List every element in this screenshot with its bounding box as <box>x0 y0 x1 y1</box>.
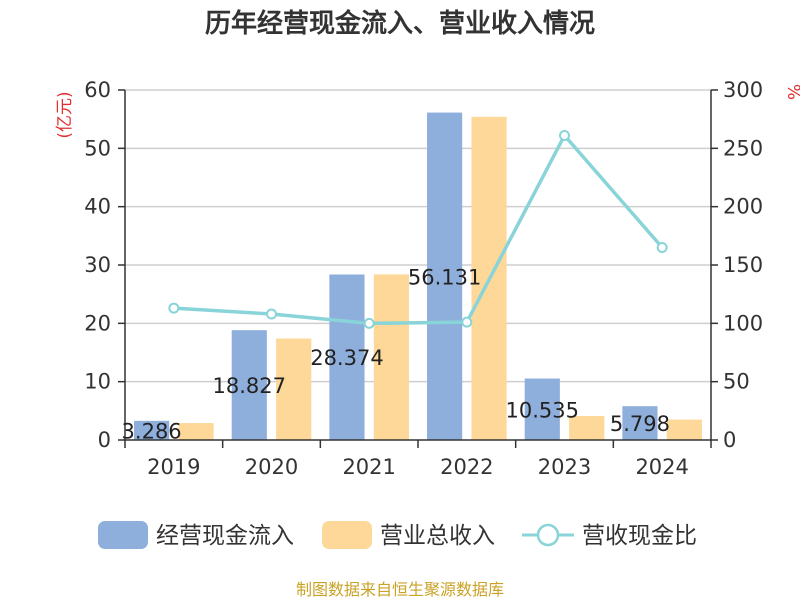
cash-inflow-bar <box>231 330 267 440</box>
legend-ratio-swatch-marker <box>536 523 560 547</box>
cash-inflow-data-label: 18.827 <box>213 374 286 398</box>
right-axis-tick-label: 200 <box>723 195 763 219</box>
left-axis-tick-label: 30 <box>84 253 111 277</box>
x-axis-tick-label: 2019 <box>147 455 200 479</box>
right-axis-tick-label: 300 <box>723 78 763 102</box>
left-axis-tick-label: 0 <box>98 428 111 452</box>
legend-revenue-swatch <box>322 521 372 549</box>
left-axis-tick-label: 20 <box>84 311 111 335</box>
cash-inflow-data-label: 5.798 <box>610 412 670 436</box>
revenue-bar <box>276 338 312 440</box>
ratio-point <box>559 130 570 141</box>
cash-inflow-bar <box>427 112 463 441</box>
ratio-polyline <box>173 132 664 326</box>
cash-inflow-data-label: 3.286 <box>122 419 182 443</box>
x-axis-tick-label: 2023 <box>538 455 591 479</box>
cash-inflow-bar <box>134 420 170 440</box>
x-axis-tick-label: 2020 <box>245 455 298 479</box>
axes: 0 10 20 30 40 50 60 0 50 100 150 200 250 300 2019 2020 2… <box>84 78 763 479</box>
chart-title: 历年经营现金流入、营业收入情况 <box>205 8 595 39</box>
revenue-bar <box>569 416 605 440</box>
left-axis-tick-label: 60 <box>84 78 111 102</box>
ratio-point <box>363 317 375 329</box>
ratio-point <box>266 308 277 320</box>
right-axis-tick-label: 150 <box>723 253 763 277</box>
data-labels: 3.286 18.827 28.374 56.131 10.535 5.798 <box>122 265 670 443</box>
ratio-point <box>461 316 473 328</box>
left-axis-tick-label: 50 <box>84 136 111 160</box>
ratio-point <box>168 302 180 314</box>
legend-revenue-label: 营业总收入 <box>380 523 495 549</box>
x-axis-tick-label: 2022 <box>440 455 493 479</box>
left-axis-tick-label: 10 <box>84 370 111 394</box>
grid-lines <box>125 89 711 383</box>
cash-inflow-data-label: 28.374 <box>310 346 383 370</box>
legend: 经营现金流入 营业总收入 营收现金比 <box>98 521 697 549</box>
revenue-bar <box>373 274 409 440</box>
legend-ratio: 营收现金比 <box>522 523 697 549</box>
cash-inflow-data-label: 56.131 <box>408 265 481 289</box>
x-axis-tick-label: 2021 <box>342 455 395 479</box>
bars <box>134 112 702 441</box>
right-axis-tick-label: 250 <box>723 136 763 160</box>
ratio-line <box>168 130 668 329</box>
source-note: 制图数据来自恒生聚源数据库 <box>296 580 504 599</box>
revenue-bar <box>666 419 702 440</box>
legend-revenue: 营业总收入 <box>322 521 495 549</box>
ratio-point <box>656 242 668 253</box>
revenue-bar <box>178 423 214 440</box>
cash-inflow-bar <box>622 406 658 440</box>
legend-ratio-label: 营收现金比 <box>582 523 697 549</box>
right-axis-tick-label: 100 <box>723 311 763 335</box>
cash-inflow-data-label: 10.535 <box>506 398 579 422</box>
right-axis-tick-label: 50 <box>723 370 750 394</box>
cash-inflow-bar <box>524 378 560 440</box>
legend-cash-inflow-label: 经营现金流入 <box>156 523 294 549</box>
cash-inflow-bar <box>329 274 365 440</box>
left-axis-tick-label: 40 <box>84 195 111 219</box>
left-axis-unit: (亿元) <box>55 91 75 138</box>
right-axis-tick-label: 0 <box>723 428 736 452</box>
legend-cash-inflow: 经营现金流入 <box>98 521 294 549</box>
legend-cash-inflow-swatch <box>98 521 148 549</box>
right-axis-unit: % <box>783 84 800 100</box>
x-axis-tick-label: 2024 <box>635 455 688 479</box>
